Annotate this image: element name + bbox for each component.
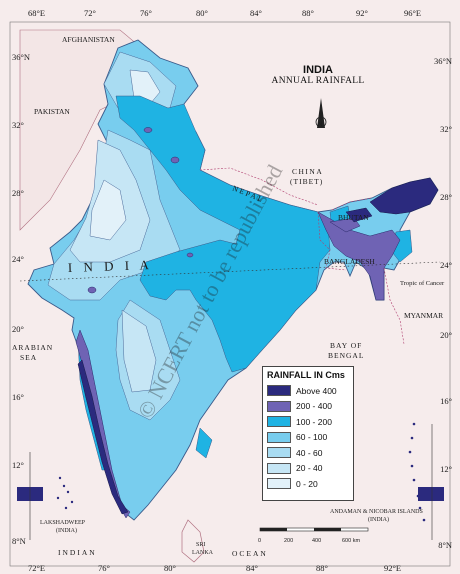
lat-tick: 12° bbox=[12, 460, 24, 470]
lat-tick: 8°N bbox=[438, 540, 452, 550]
lat-ticks-left: 36°N 32° 28° 24° 20° 16° 12° 8°N bbox=[12, 52, 30, 546]
lon-tick: 96°E bbox=[404, 8, 421, 18]
lat-tick: 36°N bbox=[12, 52, 30, 62]
label-bangladesh: BANGLADESH bbox=[324, 257, 375, 266]
map-frame bbox=[9, 21, 451, 567]
subtitle: ANNUAL RAINFALL bbox=[271, 76, 365, 86]
legend-swatch bbox=[267, 431, 291, 443]
lat-tick: 28° bbox=[12, 188, 24, 198]
label-india-big: I N D I A bbox=[68, 257, 154, 275]
lon-tick: 72° bbox=[84, 8, 96, 18]
label-tibet: (TIBET) bbox=[290, 177, 323, 186]
lon-tick: 88° bbox=[316, 563, 328, 573]
legend-label: 40 - 60 bbox=[296, 447, 323, 458]
legend-swatch bbox=[267, 416, 291, 428]
sri-lanka bbox=[181, 519, 205, 563]
label-andaman: ANDAMAN & NICOBAR ISLANDS bbox=[330, 509, 423, 515]
label-lakshadweep-india: (INDIA) bbox=[56, 527, 77, 534]
label-lakshadweep: LAKSHADWEEP bbox=[40, 520, 86, 526]
label-tropic: Tropic of Cancer bbox=[400, 280, 445, 287]
label-bhutan: BHUTAN bbox=[338, 213, 369, 222]
scale-label: 0 bbox=[258, 538, 261, 544]
lon-ticks-bottom: 72°E 76° 80° 84° 88° 92°E bbox=[28, 563, 401, 573]
label-lanka: LANKA bbox=[192, 550, 214, 556]
lon-tick: 92°E bbox=[384, 563, 401, 573]
lon-ticks-top: 68°E 72° 76° 80° 84° 88° 92° 96°E bbox=[28, 8, 421, 18]
label-china: CHINA bbox=[292, 167, 323, 176]
lat-tick: 16° bbox=[440, 396, 452, 406]
legend-label: 60 - 100 bbox=[296, 432, 328, 443]
legend-row: 60 - 100 bbox=[267, 430, 349, 446]
lat-tick: 16° bbox=[12, 392, 24, 402]
label-pakistan: PAKISTAN bbox=[34, 107, 70, 116]
lon-tick: 76° bbox=[140, 8, 152, 18]
label-afghanistan: AFGHANISTAN bbox=[62, 35, 115, 44]
legend-title: RAINFALL IN Cms bbox=[267, 370, 345, 380]
legend-row: 40 - 60 bbox=[267, 445, 349, 461]
label-sri: SRI bbox=[196, 542, 205, 548]
andaman-marker bbox=[418, 487, 444, 501]
lon-tick: 76° bbox=[98, 563, 110, 573]
lat-tick: 12° bbox=[440, 464, 452, 474]
lon-tick: 92° bbox=[356, 8, 368, 18]
label-bengal: BENGAL bbox=[328, 351, 364, 360]
legend-row: Above 400 bbox=[267, 383, 349, 399]
lat-tick: 20° bbox=[12, 324, 24, 334]
legend: RAINFALL IN Cms Above 400 200 - 400 100 … bbox=[262, 366, 354, 501]
lon-tick: 80° bbox=[164, 563, 176, 573]
legend-swatch bbox=[267, 400, 291, 412]
legend-swatch bbox=[267, 385, 291, 397]
legend-label: 20 - 40 bbox=[296, 463, 323, 474]
lat-tick: 8°N bbox=[12, 536, 26, 546]
zone-0-20 bbox=[89, 69, 161, 241]
legend-row: 0 - 20 bbox=[267, 476, 349, 492]
legend-swatch bbox=[267, 478, 291, 490]
legend-row: 200 - 400 bbox=[267, 399, 349, 415]
label-andaman-india: (INDIA) bbox=[368, 516, 389, 523]
lat-tick: 24° bbox=[440, 260, 452, 270]
legend-row: 20 - 40 bbox=[267, 461, 349, 477]
islands bbox=[56, 422, 426, 522]
label-indian: INDIAN bbox=[58, 548, 97, 557]
label-arabian: ARABIAN bbox=[12, 343, 53, 352]
lon-tick: 84° bbox=[246, 563, 258, 573]
legend-label: 200 - 400 bbox=[296, 401, 332, 412]
lon-tick: 72°E bbox=[28, 563, 45, 573]
zone-above-400 bbox=[77, 177, 439, 515]
scale-label: 600 km bbox=[342, 538, 360, 544]
legend-row: 100 - 200 bbox=[267, 414, 349, 430]
lon-tick: 68°E bbox=[28, 8, 45, 18]
legend-swatch bbox=[267, 462, 291, 474]
legend-label: Above 400 bbox=[296, 385, 337, 396]
lon-tick: 80° bbox=[196, 8, 208, 18]
legend-swatch bbox=[267, 447, 291, 459]
lat-tick: 28° bbox=[440, 192, 452, 202]
lat-tick: 20° bbox=[440, 330, 452, 340]
lat-tick: 32° bbox=[12, 120, 24, 130]
scale-bar: 0 200 400 600 km bbox=[258, 527, 369, 544]
label-ocean: OCEAN bbox=[232, 549, 268, 558]
map-title: INDIA ANNUAL RAINFALL bbox=[258, 64, 378, 86]
scale-label: 200 bbox=[284, 538, 293, 544]
legend-label: 100 - 200 bbox=[296, 416, 332, 427]
lat-tick: 36°N bbox=[434, 56, 452, 66]
lon-tick: 84° bbox=[250, 8, 262, 18]
compass-letter: N bbox=[318, 122, 322, 128]
compass-icon: N bbox=[315, 98, 327, 128]
lat-tick: 32° bbox=[440, 124, 452, 134]
boundaries bbox=[199, 167, 405, 345]
lat-tick: 24° bbox=[12, 254, 24, 264]
title: INDIA bbox=[303, 64, 333, 76]
label-myanmar: MYANMAR bbox=[404, 311, 443, 320]
zone-200-400 bbox=[75, 127, 401, 519]
scale-label: 400 bbox=[312, 538, 321, 544]
label-bay-of: BAY OF bbox=[330, 341, 362, 350]
label-sea: SEA bbox=[20, 353, 37, 362]
legend-label: 0 - 20 bbox=[296, 478, 318, 489]
lat-ticks-right: 36°N 32° 28° 24° 20° 16° 12° 8°N bbox=[434, 56, 452, 550]
lon-tick: 88° bbox=[302, 8, 314, 18]
